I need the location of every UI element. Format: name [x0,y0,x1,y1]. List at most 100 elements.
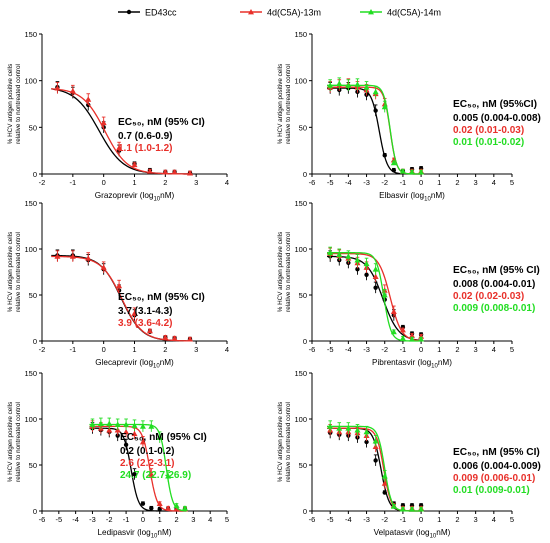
data-point [85,96,92,102]
data-point [364,439,369,445]
y-axis-label: % HCV antigen positive cellsrelative to … [277,64,292,145]
ec50-value-ed43cc: 0.006 (0.004-0.009) [453,461,541,472]
data-point [381,292,388,298]
data-point [390,159,397,166]
data-point [381,480,388,486]
data-point [149,506,154,511]
x-tick-label: 5 [225,515,229,524]
x-tick-label: -5 [327,345,334,354]
data-point [327,249,334,256]
y-axis-label: % HCV antigen positive cellsrelative to … [277,232,292,313]
data-point [171,335,178,341]
data-point [327,82,334,88]
data-point [100,119,107,126]
legend-marker [126,9,132,15]
ec50-value-4d-c5a-13m: 3.9 (3.6-4.2) [118,318,172,329]
x-label-prefix: Pibrentasvir (log [372,358,432,367]
ec50-value-4d-c5a-13m: 0.02 (0.02-0.03) [453,291,524,302]
y-tick-label: 150 [294,30,307,39]
x-tick-label: -1 [400,515,407,524]
x-tick-label: -6 [39,515,46,524]
y-tick-label: 150 [294,199,307,208]
x-tick-label: -2 [381,515,388,524]
x-tick-label: 1 [132,178,136,187]
series-4d-c5a-13m [51,82,193,176]
ec50-value-4d-c5a-13m: 0.02 (0.01-0.03) [453,125,524,136]
x-label-subscript: 10 [153,197,160,203]
y-tick-label: 100 [24,77,37,86]
data-point [399,326,406,333]
series-4d-c5a-13m [51,250,193,342]
data-point [123,421,130,427]
data-point [355,267,360,272]
data-point [146,168,153,174]
y-tick-label: 0 [33,170,37,179]
x-axis-label: Glecaprevir (log10nM) [95,358,174,370]
data-point [372,273,379,279]
x-label-suffix: nM) [160,358,174,367]
data-point [373,108,378,113]
y-tick-label: 100 [24,415,37,424]
x-tick-label: 2 [455,178,459,187]
x-tick-label: -2 [381,178,388,187]
x-axis-label: Pibrentasvir (log10nM) [372,358,452,370]
x-label-subscript: 10 [424,197,431,203]
ec50-value-ed43cc: 0.2 (0.1-0.2) [120,446,174,457]
y-tick-label: 0 [303,337,307,346]
series-4d-c5a-14m [327,246,425,342]
data-point [409,336,415,342]
data-point [116,144,123,151]
x-tick-label: 0 [419,515,423,524]
data-point [148,423,155,429]
x-label-suffix: nM) [157,528,171,537]
data-point [156,434,163,440]
x-tick-label: 5 [510,178,514,187]
data-point [131,161,138,168]
x-axis-label: Grazoprevir (log10nM) [95,191,175,203]
y-tick-label: 150 [24,369,37,378]
y-axis-label-line2: relative to nontreated control [285,232,292,312]
y-axis-label: % HCV antigen positive cellsrelative to … [7,64,22,145]
data-point [382,153,387,158]
data-point [418,336,425,342]
x-axis-label: Velpatasvir (log10nM) [374,528,451,540]
x-tick-label: -6 [309,345,316,354]
x-tick-label: -4 [345,515,352,524]
axes: 0 50 100 150 -6 -5 -4 -3 -2 -1 0 1 2 3 4 5 [24,369,229,524]
y-axis-label-line2: relative to nontreated control [285,402,292,482]
data-point [131,310,138,316]
x-tick-label: 4 [492,515,496,524]
y-tick-label: 50 [299,291,307,300]
ec50-header: EC₅₀, nM (95%CI) [453,99,537,110]
ec50-value-ed43cc: 0.008 (0.004-0.01) [453,279,535,290]
fit-curve [327,252,422,342]
data-point [162,169,169,175]
data-point [418,169,425,175]
data-point [116,282,123,289]
ec50-value-ed43cc: 0.7 (0.6-0.9) [118,131,172,142]
x-tick-label: -2 [39,178,46,187]
x-tick-label: -2 [106,515,113,524]
y-axis-label-line2: relative to nontreated control [15,64,22,144]
legend-label: 4d(C5A)-13m [267,8,321,18]
data-point [390,308,397,314]
series-ed43cc [327,82,424,175]
x-tick-label: 0 [141,515,145,524]
x-tick-label: -5 [55,515,62,524]
data-point [390,328,397,335]
x-tick-label: -6 [309,515,316,524]
axes: 0 50 100 150 -6 -5 -4 -3 -2 -1 0 1 2 3 4 5 [294,30,514,187]
x-tick-label: 4 [208,515,212,524]
data-point [336,425,343,431]
data-point [364,272,369,277]
data-point [363,260,370,267]
ec50-annotation: EC₅₀, nM (95% CI) 0.006 (0.004-0.009)0.00… [453,447,541,496]
data-point [131,430,138,437]
data-point [106,427,113,433]
data-point [156,500,163,507]
data-point [354,257,361,263]
x-label-prefix: Glecaprevir (log [95,358,153,367]
data-point [354,427,361,433]
x-tick-label: 4 [492,345,496,354]
